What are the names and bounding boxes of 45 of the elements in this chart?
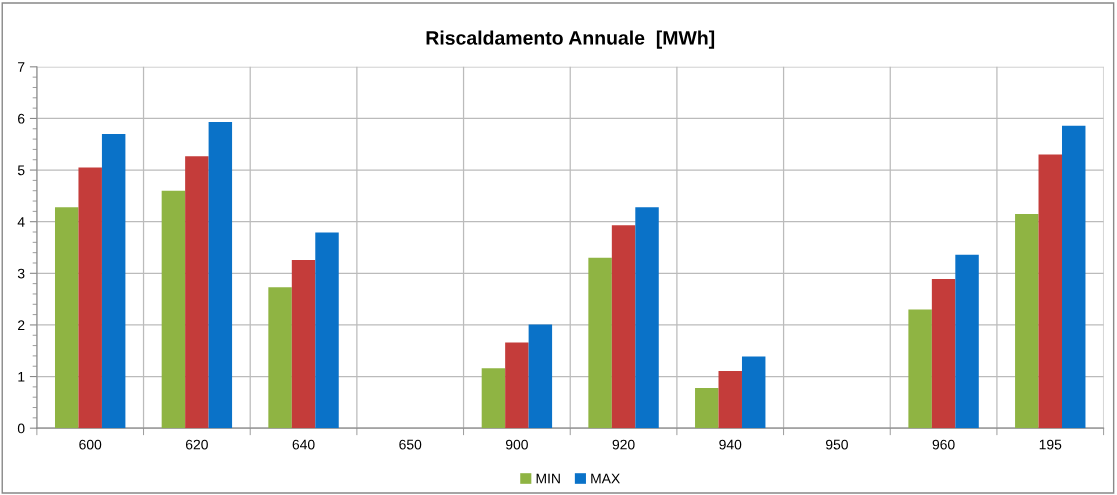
bar xyxy=(505,342,529,429)
bar xyxy=(1015,213,1039,429)
bar xyxy=(315,232,339,429)
bar xyxy=(78,167,102,429)
bar xyxy=(588,257,612,429)
y-tick-label: 7 xyxy=(18,62,25,72)
y-tick-label: 1 xyxy=(18,372,25,382)
x-tick-label: 620 xyxy=(185,439,208,450)
bar xyxy=(268,287,292,429)
bar xyxy=(955,254,979,429)
x-tick-label: 600 xyxy=(79,439,102,450)
x-tick-label: 650 xyxy=(399,439,422,450)
bar xyxy=(528,324,553,429)
bar xyxy=(931,278,956,429)
bar xyxy=(611,225,636,429)
bar xyxy=(208,122,233,429)
y-tick-label: 6 xyxy=(18,113,25,124)
y-tick-label: 2 xyxy=(18,320,25,330)
bar xyxy=(481,368,506,429)
bar xyxy=(101,133,126,429)
bar xyxy=(718,370,742,429)
x-tick-label: 195 xyxy=(1039,439,1062,450)
bar xyxy=(908,309,932,429)
bar xyxy=(635,207,659,429)
x-tick-label: 920 xyxy=(612,439,635,450)
bar xyxy=(1061,125,1086,429)
bar xyxy=(695,387,719,429)
chart-title: Riscaldamento Annuale [MWh] xyxy=(426,30,715,49)
y-tick-label: 0 xyxy=(17,423,25,434)
y-tick-label: 4 xyxy=(17,217,25,227)
x-tick-label: 950 xyxy=(825,439,848,450)
x-tick-label: 940 xyxy=(719,439,742,450)
bar xyxy=(185,156,209,429)
bar xyxy=(55,207,79,429)
legend-label: MIN xyxy=(536,473,560,484)
bar xyxy=(291,259,316,429)
bar xyxy=(741,356,766,429)
y-tick-label: 3 xyxy=(17,268,25,279)
bar xyxy=(1038,154,1062,429)
x-tick-label: 900 xyxy=(505,439,528,450)
x-tick-label: 640 xyxy=(292,439,315,450)
x-tick-label: 960 xyxy=(932,439,955,450)
legend-label: MAX xyxy=(591,473,620,484)
bar xyxy=(161,190,186,429)
y-tick-label: 5 xyxy=(17,165,25,176)
